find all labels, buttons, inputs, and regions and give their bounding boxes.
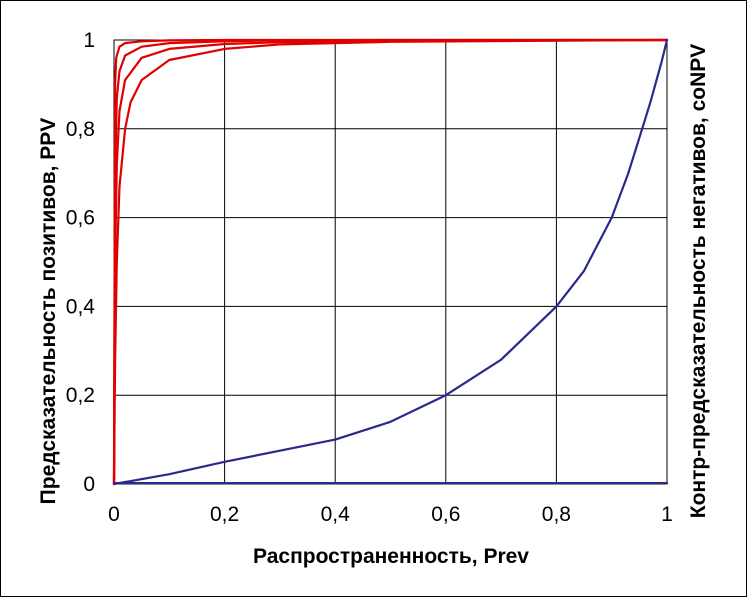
y-axis-title-left: Предсказательность позитивов, PPV bbox=[37, 118, 60, 505]
y-tick-label: 0,2 bbox=[66, 384, 95, 407]
x-axis-title: Распространенность, Prev bbox=[253, 545, 529, 568]
x-tick-label: 0,2 bbox=[210, 503, 239, 526]
series-lines bbox=[112, 38, 669, 486]
ppv-curve bbox=[112, 38, 669, 486]
x-tick-label: 0 bbox=[108, 503, 120, 526]
y-tick-label: 0,6 bbox=[66, 207, 95, 230]
plot-area bbox=[113, 39, 668, 485]
y-tick-label: 0 bbox=[83, 473, 95, 496]
y-tick-label: 0,4 bbox=[66, 295, 96, 318]
x-tick-labels: 0 0,2 0,4 0,6 0,8 1 bbox=[108, 503, 673, 526]
ppv-curve bbox=[112, 38, 669, 486]
x-tick-label: 0,4 bbox=[321, 503, 351, 526]
y-tick-label: 0,8 bbox=[66, 118, 95, 141]
y-tick-label: 1 bbox=[83, 29, 95, 52]
grid bbox=[113, 39, 668, 485]
x-tick-label: 0,6 bbox=[431, 503, 460, 526]
x-tick-label: 1 bbox=[661, 503, 673, 526]
y-tick-labels: 0 0,2 0,4 0,6 0,8 1 bbox=[66, 29, 96, 496]
ppv-curve bbox=[112, 38, 669, 486]
y-axis-title-right: Контр-предсказательность негативов, coNP… bbox=[687, 44, 710, 519]
conpv-curve bbox=[112, 38, 669, 486]
ppv-curve bbox=[112, 38, 669, 486]
x-tick-label: 0,8 bbox=[542, 503, 571, 526]
